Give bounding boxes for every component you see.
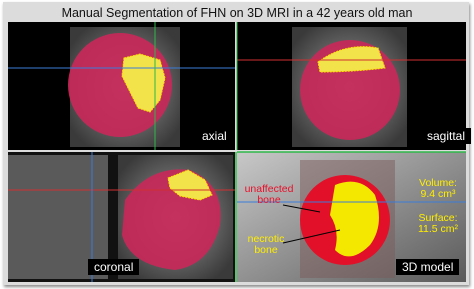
necrotic-region: [317, 46, 386, 73]
panel-label: axial: [196, 128, 233, 144]
mri-slice: [8, 155, 108, 279]
pointer: [282, 229, 341, 244]
necrotic-label: necrotic bone: [247, 233, 285, 256]
surface-label: Surface:: [418, 212, 458, 224]
panel-label: sagittal: [421, 128, 472, 144]
necrotic-region: [167, 169, 213, 201]
unaffected-label: unaffected bone: [244, 183, 294, 206]
pointer: [282, 204, 321, 213]
necrotic-bone-model: [330, 181, 379, 257]
figure-title: Manual Segmentation of FHN on 3D MRI in …: [61, 6, 413, 20]
panel-label: 3D model: [396, 259, 460, 275]
panel-label: coronal: [88, 259, 140, 275]
volume-label: Volume:: [419, 177, 457, 189]
surface-value: 11.5 cm²: [417, 223, 459, 235]
volume-value: 9.4 cm³: [420, 188, 456, 200]
